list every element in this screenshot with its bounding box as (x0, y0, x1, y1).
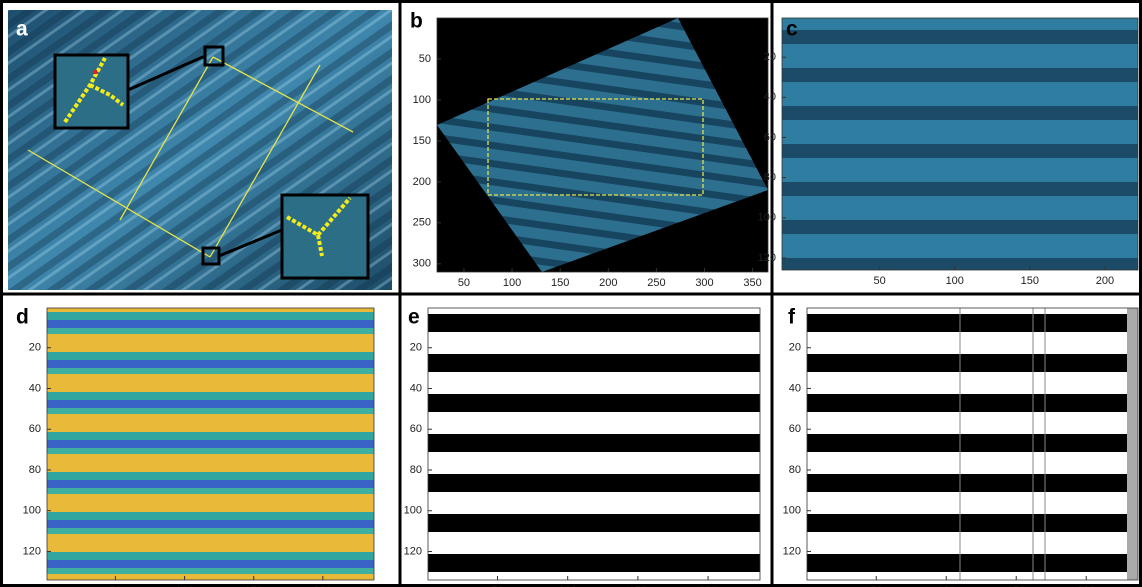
axes-box (781, 17, 1139, 271)
y-tick-label: 40 (410, 382, 422, 394)
y-tick-label: 200 (413, 176, 431, 188)
y-tick-label: 100 (404, 505, 422, 517)
y-tick-label: 80 (789, 464, 801, 476)
y-tick-label: 40 (764, 91, 776, 103)
y-tick-label: 20 (764, 51, 776, 63)
panel-f-edge (1127, 308, 1138, 580)
x-tick-label: 200 (599, 277, 617, 289)
y-tick-label: 80 (764, 172, 776, 184)
x-tick-label: 350 (743, 277, 761, 289)
x-tick-label: 200 (1077, 585, 1095, 587)
panel-label: c (786, 18, 798, 41)
y-tick-label: 80 (29, 464, 41, 476)
y-tick-label: 60 (764, 131, 776, 143)
x-tick-label: 50 (870, 585, 882, 587)
x-tick-label: 100 (175, 585, 193, 587)
y-tick-label: 80 (410, 464, 422, 476)
panel-label: d (16, 306, 29, 329)
panel-b-image (437, 18, 768, 272)
axes-box (806, 307, 1139, 581)
y-tick-label: 120 (783, 545, 801, 557)
y-tick-label: 20 (410, 342, 422, 354)
x-tick-label: 250 (647, 277, 665, 289)
panel-c-image (782, 18, 1138, 270)
x-tick-label: 200 (699, 585, 717, 587)
x-tick-label: 100 (937, 585, 955, 587)
x-tick-label: 50 (458, 277, 470, 289)
x-tick-label: 100 (503, 277, 521, 289)
panel-label: f (788, 306, 796, 329)
x-tick-label: 50 (491, 585, 503, 587)
y-tick-label: 20 (29, 342, 41, 354)
y-tick-label: 60 (410, 423, 422, 435)
panel-label: a (16, 18, 28, 41)
x-tick-label: 200 (314, 585, 332, 587)
panel-f-lines (959, 308, 1046, 580)
y-tick-label: 120 (404, 545, 422, 557)
y-tick-label: 40 (29, 382, 41, 394)
panel-f-image (807, 308, 1138, 580)
y-tick-label: 300 (413, 258, 431, 270)
panel-e-image (428, 308, 760, 580)
y-tick-label: 40 (789, 382, 801, 394)
axes-box (46, 307, 375, 581)
x-tick-label: 150 (551, 277, 569, 289)
y-tick-label: 120 (758, 252, 776, 264)
y-tick-label: 150 (413, 135, 431, 147)
y-tick-label: 100 (783, 505, 801, 517)
axes-box (436, 17, 769, 273)
panel-label: b (410, 10, 423, 33)
y-tick-label: 120 (23, 545, 41, 557)
x-tick-label: 200 (1096, 275, 1114, 287)
y-tick-label: 50 (419, 53, 431, 65)
x-tick-label: 100 (558, 585, 576, 587)
x-tick-label: 150 (245, 585, 263, 587)
y-tick-label: 250 (413, 217, 431, 229)
x-tick-label: 50 (109, 585, 121, 587)
x-tick-label: 100 (946, 275, 964, 287)
x-tick-label: 300 (695, 277, 713, 289)
panel-d-image (47, 308, 374, 580)
y-tick-label: 100 (758, 212, 776, 224)
x-tick-label: 50 (874, 275, 886, 287)
x-tick-label: 150 (1021, 275, 1039, 287)
x-tick-label: 150 (629, 585, 647, 587)
y-tick-label: 100 (413, 94, 431, 106)
y-tick-label: 60 (29, 423, 41, 435)
y-tick-label: 20 (789, 342, 801, 354)
panel-label: e (408, 306, 420, 329)
y-tick-label: 100 (23, 505, 41, 517)
panel-a-image (8, 10, 392, 290)
axes-box (427, 307, 761, 581)
y-tick-label: 60 (789, 423, 801, 435)
x-tick-label: 150 (1007, 585, 1025, 587)
